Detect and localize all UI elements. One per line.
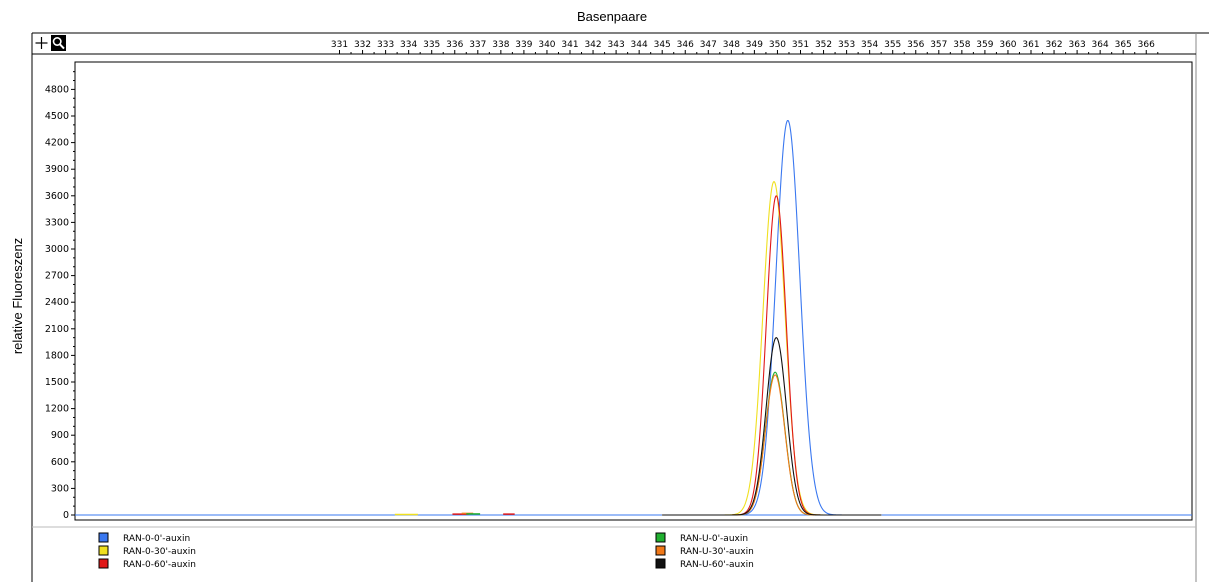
legend-swatch [98, 558, 109, 569]
y-tick-label: 900 [51, 430, 69, 441]
x-tick-label: 353 [838, 40, 855, 50]
x-tick-label: 342 [584, 40, 601, 50]
x-tick-label: 346 [677, 40, 694, 50]
y-tick-label: 0 [63, 510, 69, 521]
x-tick-label: 333 [377, 40, 394, 50]
y-axis-title-group: relative Fluoreszenz [10, 238, 25, 354]
legend-swatch [655, 545, 666, 556]
add-cursor-button[interactable] [34, 35, 49, 51]
x-tick-label: 355 [884, 40, 901, 50]
x-tick-label: 336 [446, 40, 463, 50]
x-tick-label: 350 [769, 40, 786, 50]
x-tick-label: 365 [1115, 40, 1132, 50]
x-tick-label: 358 [953, 40, 970, 50]
x-tick-label: 366 [1138, 40, 1155, 50]
magnifier-icon [52, 36, 65, 50]
legend-label: RAN-U-30'-auxin [680, 547, 754, 557]
y-tick-label: 3000 [45, 244, 69, 255]
y-tick-label: 2400 [45, 297, 69, 308]
x-tick-label: 337 [469, 40, 486, 50]
x-tick-label: 341 [561, 40, 578, 50]
y-tick-label: 2100 [45, 324, 69, 335]
y-tick-label: 4800 [45, 84, 69, 95]
x-tick-label: 352 [815, 40, 832, 50]
y-axis: 0 300 600 900 1200 1500 1800 2100 2400 2700 3000 33… [45, 71, 75, 521]
zoom-button[interactable] [51, 35, 66, 51]
y-tick-label: 1500 [45, 377, 69, 388]
legend-label: RAN-0-60'-auxin [123, 560, 196, 570]
x-tick-label: 332 [354, 40, 371, 50]
legend-swatch [98, 532, 109, 543]
x-tick-label: 359 [976, 40, 993, 50]
y-tick-label: 4500 [45, 111, 69, 122]
y-tick-label: 3300 [45, 217, 69, 228]
x-tick-label: 356 [907, 40, 924, 50]
y-tick-label: 3600 [45, 191, 69, 202]
x-tick-label: 348 [723, 40, 740, 50]
legend-swatch [655, 558, 666, 569]
y-tick-label: 1200 [45, 404, 69, 415]
series-line-6 [662, 337, 882, 516]
x-tick-label: 347 [700, 40, 717, 50]
legend-swatch [655, 532, 666, 543]
x-tick-label: 357 [930, 40, 947, 50]
x-tick-label: 340 [538, 40, 555, 50]
x-tick-label: 349 [746, 40, 763, 50]
x-axis: 331 332 333 334 335 336 337 338 339 340 341 342 343 3… [331, 40, 1159, 54]
legend-label: RAN-U-0'-auxin [680, 534, 748, 544]
legend-label: RAN-0-30'-auxin [123, 547, 196, 557]
y-axis-title: relative Fluoreszenz [10, 238, 25, 354]
legend: RAN-0-0'-auxin RAN-0-30'-auxin RAN-0-60'-a… [98, 532, 754, 570]
x-axis-title: Basenpaare [577, 9, 647, 24]
x-tick-label: 343 [608, 40, 625, 50]
x-tick-label: 345 [654, 40, 671, 50]
chart-frame [31, 32, 1209, 582]
y-tick-label: 600 [51, 457, 69, 468]
legend-swatch [98, 545, 109, 556]
x-tick-label: 338 [492, 40, 509, 50]
x-tick-label: 362 [1045, 40, 1062, 50]
plus-icon [35, 37, 48, 49]
y-tick-label: 2700 [45, 271, 69, 282]
x-tick-label: 335 [423, 40, 440, 50]
plot-area [394, 119, 882, 516]
x-tick-label: 354 [861, 40, 878, 50]
y-tick-label: 1800 [45, 350, 69, 361]
legend-label: RAN-U-60'-auxin [680, 560, 754, 570]
y-tick-label: 4200 [45, 138, 69, 149]
x-tick-label: 363 [1069, 40, 1086, 50]
plot-box [74, 61, 1193, 521]
x-tick-label: 334 [400, 40, 417, 50]
x-tick-label: 360 [999, 40, 1016, 50]
x-tick-label: 351 [792, 40, 809, 50]
y-tick-label: 300 [51, 483, 69, 494]
legend-label: RAN-0-0'-auxin [123, 534, 190, 544]
x-tick-label: 344 [631, 40, 648, 50]
y-tick-label: 3900 [45, 164, 69, 175]
x-tick-label: 361 [1022, 40, 1039, 50]
x-tick-label: 339 [515, 40, 532, 50]
x-tick-label: 364 [1092, 40, 1109, 50]
x-tick-label: 331 [331, 40, 348, 50]
